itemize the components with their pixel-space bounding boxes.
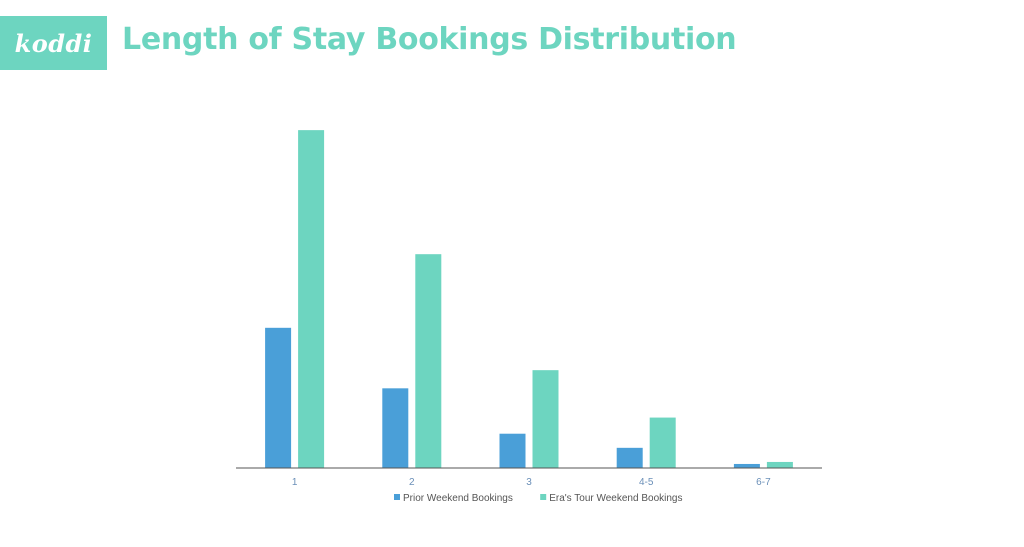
bar-eras-4-5: [649, 417, 676, 468]
legend-swatch-1: [540, 494, 547, 500]
legend-swatch-0: [394, 494, 400, 500]
logo: koddi: [0, 16, 107, 70]
x-tick-label: 1: [292, 477, 298, 488]
x-tick-label: 6-7: [756, 477, 771, 488]
bar-eras-3: [532, 370, 559, 468]
bar-prior-2: [382, 388, 409, 468]
bar-eras-6-7: [766, 461, 793, 468]
page-title: Length of Stay Bookings Distribution: [122, 22, 737, 57]
legend-label-0: Prior Weekend Bookings: [403, 493, 513, 504]
bar-prior-6-7: [733, 463, 760, 468]
bar-prior-3: [499, 433, 526, 468]
bar-prior-4-5: [616, 447, 643, 468]
bar-eras-2: [415, 254, 442, 468]
logo-text: koddi: [14, 28, 93, 58]
x-tick-label: 2: [409, 477, 415, 488]
legend-label-1: Era's Tour Weekend Bookings: [549, 493, 682, 504]
x-tick-label: 4-5: [639, 477, 654, 488]
bar-eras-1: [298, 130, 325, 468]
x-tick-label: 3: [526, 477, 532, 488]
bar-prior-1: [265, 327, 292, 468]
